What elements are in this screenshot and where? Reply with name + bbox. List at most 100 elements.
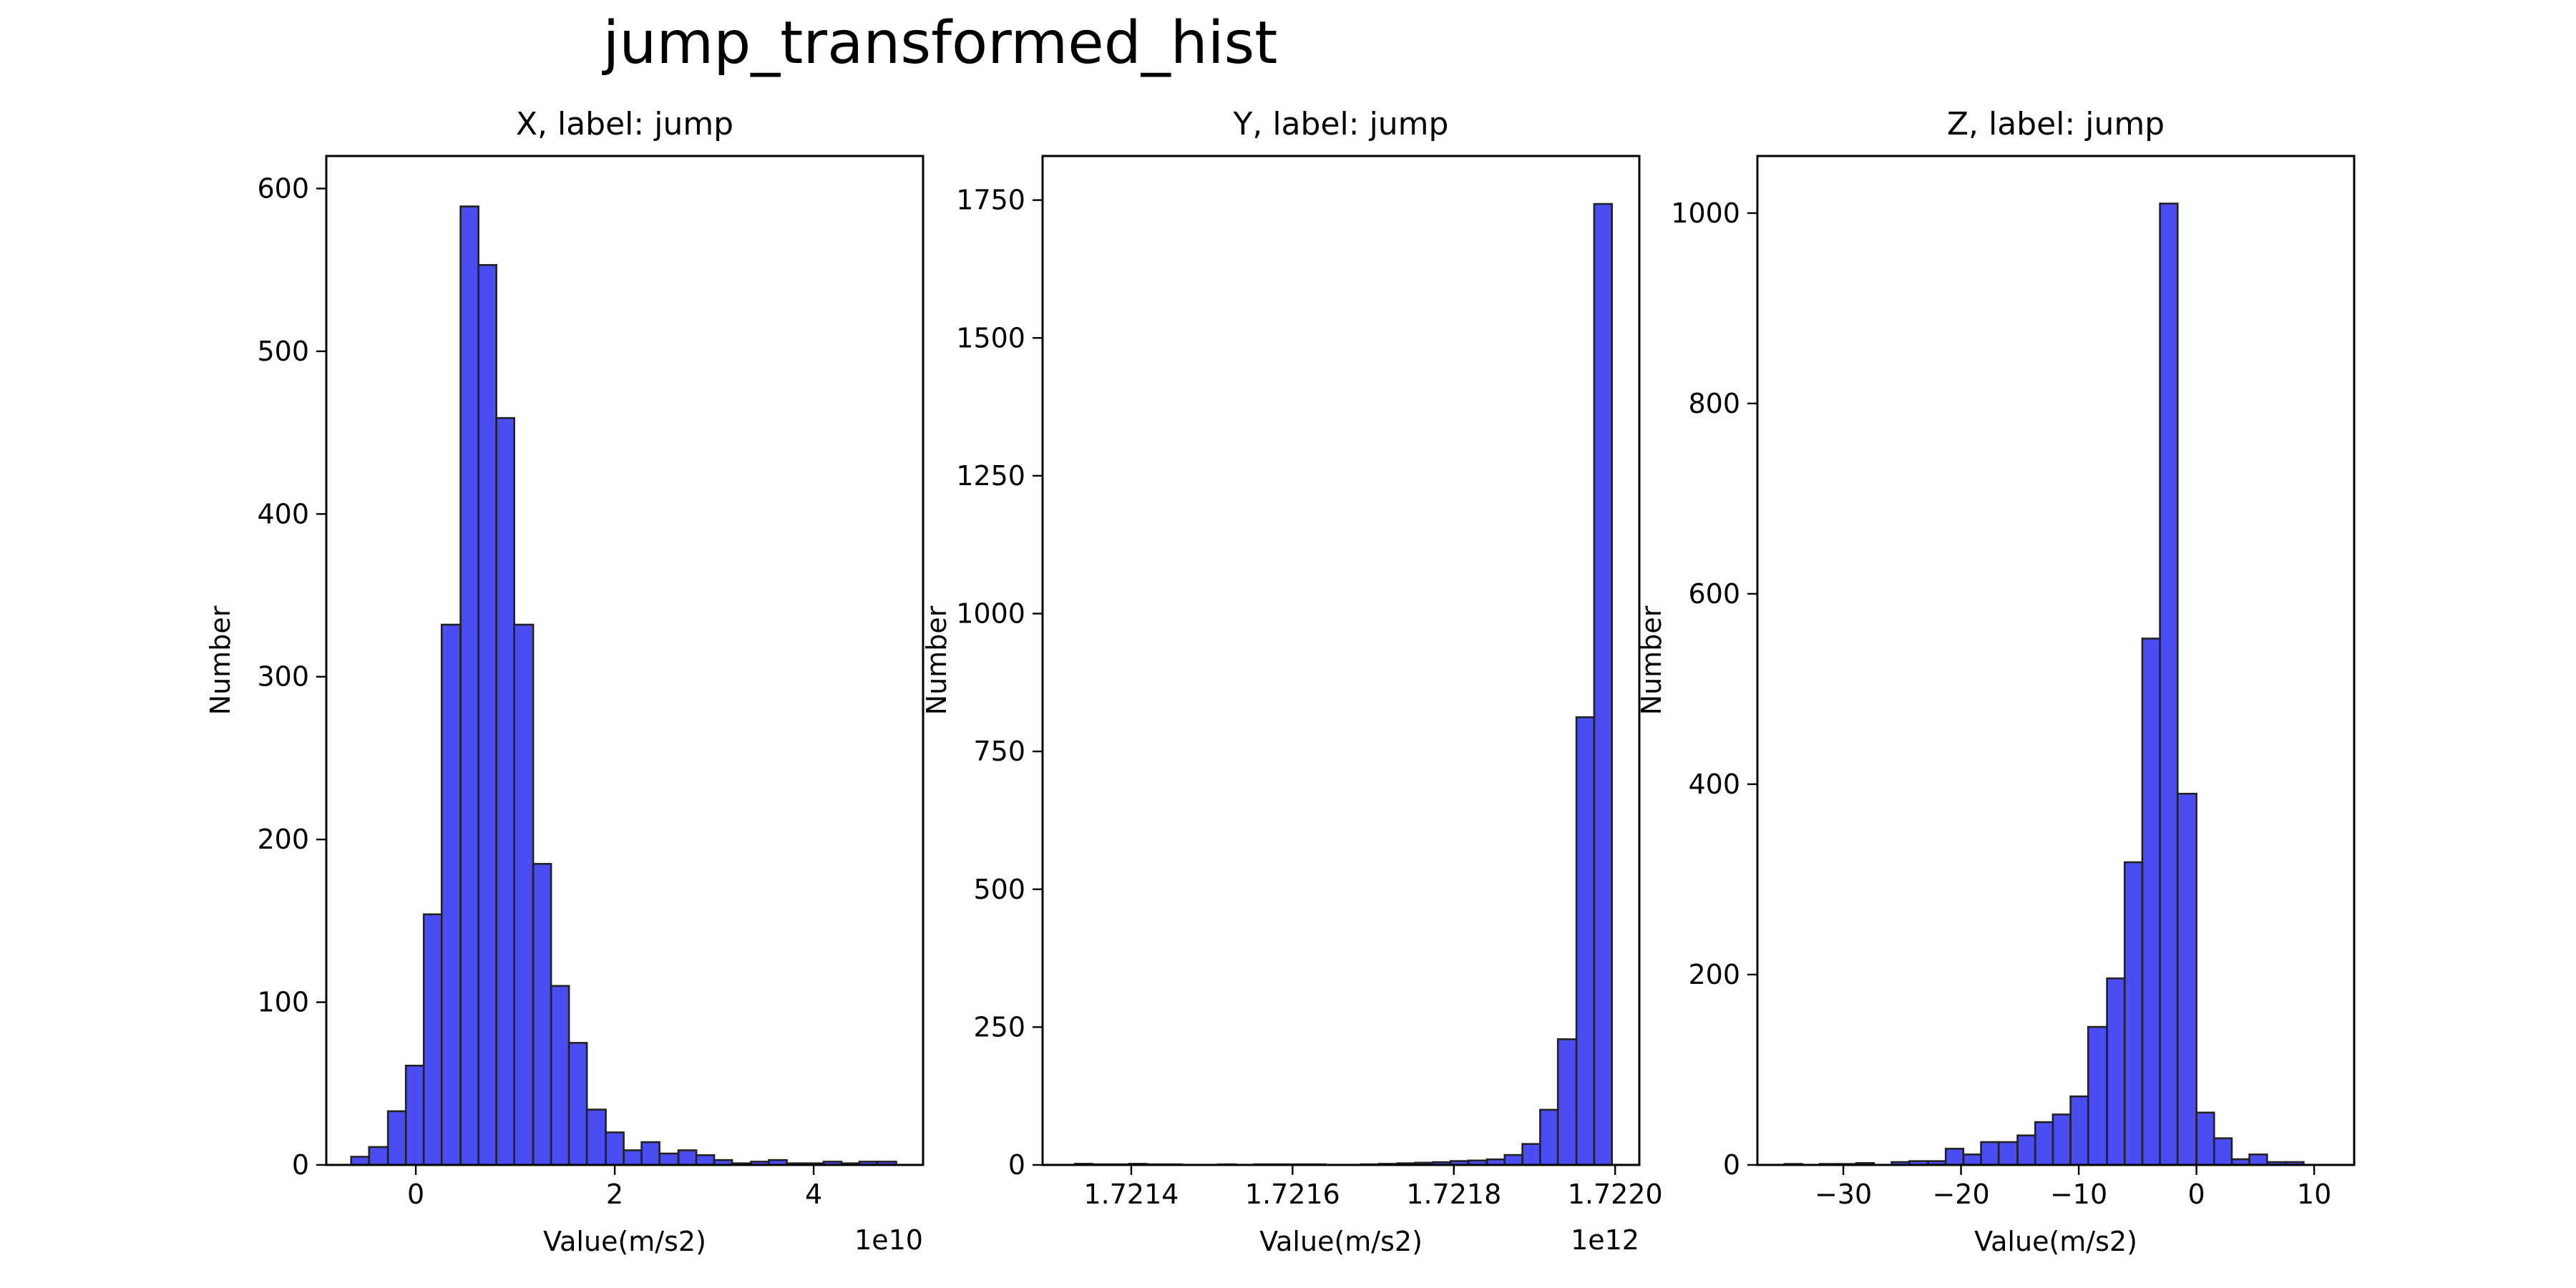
y-tick-label: 200 bbox=[257, 824, 309, 855]
x-tick-label: 4 bbox=[805, 1179, 822, 1210]
x-tick-label: −30 bbox=[1815, 1179, 1872, 1210]
y-tick-label: 0 bbox=[292, 1149, 309, 1181]
histogram-bar bbox=[2159, 203, 2179, 1166]
y-tick-label: 0 bbox=[1008, 1149, 1025, 1181]
histogram-bar bbox=[495, 416, 516, 1166]
y-tick-label: 500 bbox=[973, 874, 1025, 905]
x-tick-label: 1.7214 bbox=[1083, 1179, 1179, 1210]
y-tick-label: 1250 bbox=[956, 460, 1025, 492]
y-ticks: 0 100 200 300 400 500 600 bbox=[257, 172, 326, 1181]
x-axis-label: Value(m/s2) bbox=[543, 1226, 706, 1257]
panel-title: Z, label: jump bbox=[1947, 106, 2165, 142]
histogram-bar bbox=[386, 1110, 407, 1166]
histogram-bar bbox=[2034, 1121, 2054, 1166]
x-tick-label: −20 bbox=[1932, 1179, 1989, 1210]
x-ticks: 0 2 4 bbox=[407, 1165, 822, 1210]
x-tick-label: 1.7220 bbox=[1568, 1179, 1663, 1210]
axes-frame bbox=[325, 155, 924, 1166]
x-tick-label: 10 bbox=[2297, 1179, 2331, 1210]
histogram-bar bbox=[695, 1154, 716, 1166]
histogram-bar bbox=[1962, 1153, 1982, 1166]
x-tick-label: 2 bbox=[606, 1179, 623, 1210]
histogram-bar bbox=[2195, 1111, 2215, 1166]
histogram-bar bbox=[677, 1149, 698, 1166]
histogram-bar bbox=[567, 1042, 588, 1166]
y-tick-label: 500 bbox=[257, 336, 309, 367]
histogram-bar bbox=[440, 623, 462, 1166]
bars-group bbox=[1073, 203, 1613, 1166]
histogram-panel-y: 1.7214 1.7216 1.7218 1.7220 0 250 500 750 1000 1… bbox=[921, 106, 1663, 1257]
x-axis-label: Value(m/s2) bbox=[1974, 1226, 2137, 1257]
axes-frame bbox=[1041, 155, 1641, 1166]
histogram-bar bbox=[585, 1108, 607, 1166]
figure-title: jump_transformed_hist bbox=[602, 9, 1278, 77]
x-ticks: 1.7214 1.7216 1.7218 1.7220 bbox=[1083, 1165, 1663, 1210]
histogram-bar bbox=[2141, 638, 2161, 1166]
panel-title: Y, label: jump bbox=[1233, 106, 1449, 142]
x-axis-label: Value(m/s2) bbox=[1259, 1226, 1423, 1257]
y-tick-label: 800 bbox=[1688, 388, 1740, 419]
histogram-bar bbox=[368, 1146, 389, 1166]
y-tick-label: 600 bbox=[257, 172, 309, 204]
histogram-bar bbox=[1556, 1038, 1578, 1166]
x-ticks: −30 −20 −10 0 10 bbox=[1815, 1165, 2331, 1210]
histogram-panel-x: 0 2 4 0 100 200 300 400 500 600 X, label: jump V… bbox=[205, 106, 924, 1257]
bars-group bbox=[350, 205, 897, 1166]
x-tick-label: 0 bbox=[407, 1179, 424, 1210]
histogram-bar bbox=[2016, 1134, 2036, 1166]
y-tick-label: 750 bbox=[973, 736, 1025, 767]
y-tick-label: 600 bbox=[1688, 578, 1740, 610]
y-tick-label: 400 bbox=[1688, 769, 1740, 800]
y-tick-label: 1000 bbox=[956, 598, 1025, 630]
histogram-bar bbox=[623, 1149, 643, 1166]
y-axis-label: Number bbox=[205, 605, 236, 715]
histogram-bar bbox=[1575, 716, 1596, 1166]
y-axis-label: Number bbox=[1636, 605, 1667, 715]
y-tick-label: 1500 bbox=[956, 322, 1025, 353]
histogram-bar bbox=[350, 1156, 371, 1166]
histogram-bar bbox=[2176, 792, 2197, 1166]
y-tick-label: 200 bbox=[1688, 959, 1740, 990]
y-tick-label: 100 bbox=[257, 987, 309, 1018]
x-offset-text: 1e12 bbox=[1571, 1224, 1639, 1256]
y-tick-label: 1000 bbox=[1671, 197, 1740, 229]
histogram-bar bbox=[2248, 1153, 2268, 1166]
histogram-bar bbox=[2069, 1095, 2089, 1166]
histogram-bar bbox=[1521, 1143, 1541, 1166]
histogram-bar bbox=[477, 264, 497, 1166]
y-tick-label: 250 bbox=[973, 1011, 1025, 1043]
histogram-bar bbox=[1503, 1153, 1523, 1166]
histogram-bar bbox=[1980, 1141, 2000, 1166]
y-ticks: 0 250 500 750 1000 1250 1500 1750 bbox=[956, 185, 1043, 1181]
histogram-bar bbox=[1593, 203, 1613, 1166]
histogram-bar bbox=[513, 623, 535, 1166]
x-offset-text: 1e10 bbox=[854, 1224, 923, 1256]
histogram-bar bbox=[550, 985, 570, 1166]
histogram-bar bbox=[640, 1141, 660, 1166]
x-tick-label: 1.7218 bbox=[1406, 1179, 1501, 1210]
histogram-bar bbox=[2106, 977, 2126, 1166]
x-tick-label: 0 bbox=[2187, 1179, 2205, 1210]
axes-frame bbox=[1756, 155, 2356, 1166]
histogram-bar bbox=[2212, 1137, 2233, 1166]
histogram-bar bbox=[422, 913, 443, 1166]
y-tick-label: 400 bbox=[257, 498, 309, 530]
y-ticks: 0 200 400 600 800 1000 bbox=[1671, 197, 1757, 1181]
x-tick-label: −10 bbox=[2050, 1179, 2107, 1210]
y-tick-label: 1750 bbox=[956, 185, 1025, 216]
histogram-bar bbox=[2123, 861, 2144, 1166]
histogram-bar bbox=[404, 1064, 425, 1166]
y-axis-label: Number bbox=[921, 605, 952, 715]
histogram-bar bbox=[532, 862, 552, 1166]
y-tick-label: 0 bbox=[1723, 1149, 1740, 1181]
histogram-bar bbox=[658, 1152, 680, 1166]
panel-title: X, label: jump bbox=[516, 106, 733, 142]
histogram-bar bbox=[459, 205, 479, 1166]
histogram-bar bbox=[1997, 1141, 2019, 1166]
histogram-bar bbox=[2051, 1113, 2072, 1166]
histogram-bar bbox=[605, 1131, 625, 1166]
bars-group bbox=[1783, 203, 2305, 1166]
histogram-bar bbox=[1539, 1108, 1559, 1166]
